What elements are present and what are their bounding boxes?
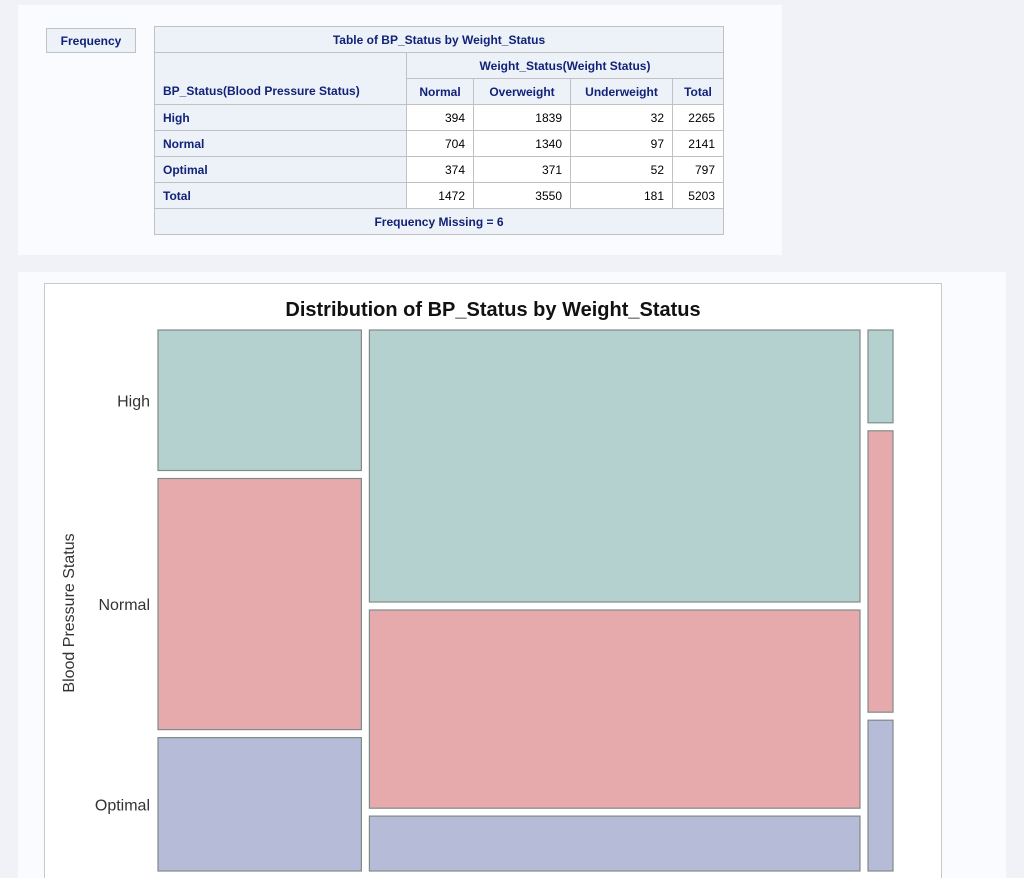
table-cell: 52	[570, 156, 673, 183]
mosaic-tile-normal-high	[157, 329, 362, 472]
y-axis-label: Blood Pressure Status	[61, 533, 78, 692]
mosaic-tile-overweight-optimal	[368, 815, 861, 872]
mosaic-tile-underweight-optimal	[867, 719, 894, 872]
table-cell: 181	[570, 182, 673, 209]
y-tick-labels: High Normal Optimal	[95, 393, 150, 814]
table-cell: 704	[406, 130, 474, 157]
table-cell: 1340	[473, 130, 571, 157]
chart-title: Distribution of BP_Status by Weight_Stat…	[285, 299, 700, 321]
table-footer: Frequency Missing = 6	[154, 208, 724, 235]
table-cell: 374	[406, 156, 474, 183]
crosstab-table: Table of BP_Status by Weight_Status BP_S…	[154, 26, 724, 235]
table-cell: 5203	[672, 182, 724, 209]
table-row: Optimal 374 371 52 797	[154, 156, 724, 183]
column-header-overweight: Overweight	[473, 78, 571, 105]
row-label: Total	[154, 182, 407, 209]
table-cell: 97	[570, 130, 673, 157]
table-cell: 3550	[473, 182, 571, 209]
mosaic-tile-underweight-high	[867, 329, 894, 424]
column-header-total: Total	[672, 78, 724, 105]
row-label: Optimal	[154, 156, 407, 183]
mosaic-tile-underweight-normal	[867, 430, 894, 713]
column-header-underweight: Underweight	[570, 78, 673, 105]
mosaic-tile-overweight-high	[368, 329, 861, 603]
table-cell: 797	[672, 156, 724, 183]
column-header-normal: Normal	[406, 78, 474, 105]
mosaic-tiles	[157, 329, 894, 872]
y-tick-label: Optimal	[95, 797, 150, 814]
frequency-legend: Frequency	[46, 28, 136, 53]
row-variable-label: BP_Status(Blood Pressure Status)	[154, 52, 407, 105]
mosaic-tile-normal-optimal	[157, 737, 362, 872]
table-cell: 394	[406, 104, 474, 131]
table-cell: 2141	[672, 130, 724, 157]
row-variable-text: BP_Status(Blood Pressure Status)	[163, 84, 360, 98]
mosaic-chart: Distribution of BP_Status by Weight_Stat…	[61, 299, 894, 872]
mosaic-tile-overweight-normal	[368, 609, 861, 809]
y-tick-label: Normal	[98, 597, 150, 614]
y-tick-label: High	[117, 393, 150, 410]
table-cell: 371	[473, 156, 571, 183]
table-cell: 1472	[406, 182, 474, 209]
row-label: High	[154, 104, 407, 131]
table-cell: 1839	[473, 104, 571, 131]
table-cell: 32	[570, 104, 673, 131]
row-label: Normal	[154, 130, 407, 157]
table-cell: 2265	[672, 104, 724, 131]
table-title: Table of BP_Status by Weight_Status	[154, 26, 724, 53]
table-row: Normal 704 1340 97 2141	[154, 130, 724, 157]
column-group-label: Weight_Status(Weight Status)	[406, 52, 724, 79]
table-row: High 394 1839 32 2265	[154, 104, 724, 131]
table-row: Total 1472 3550 181 5203	[154, 182, 724, 209]
mosaic-tile-normal-normal	[157, 477, 362, 731]
